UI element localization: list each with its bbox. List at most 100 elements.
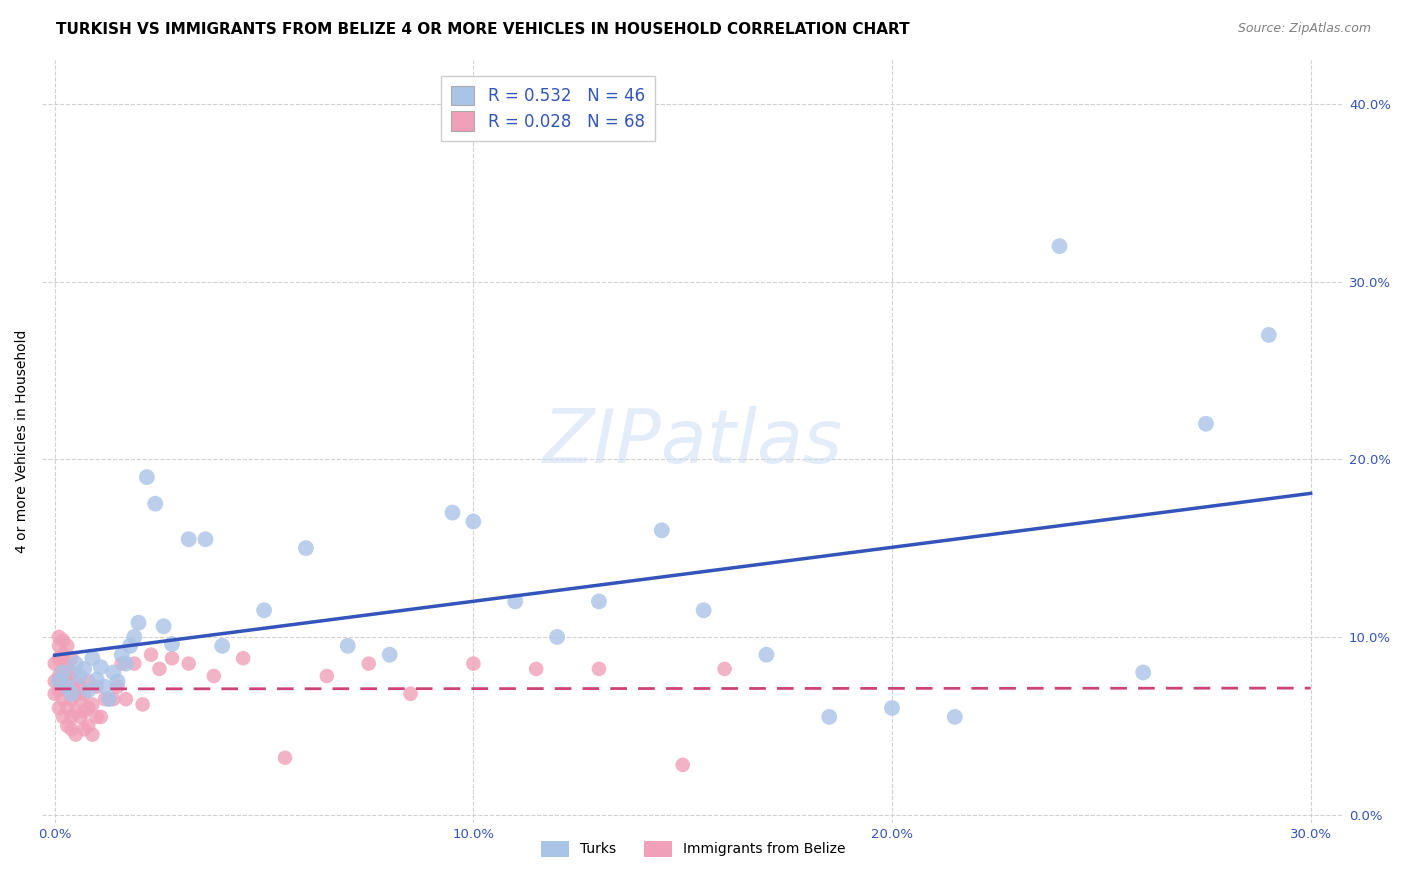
Point xyxy=(69,692,91,706)
Point xyxy=(115,657,138,671)
Point xyxy=(56,701,79,715)
Point xyxy=(177,533,200,547)
Point xyxy=(77,701,100,715)
Point xyxy=(77,719,100,733)
Text: ZIPatlas: ZIPatlas xyxy=(543,406,844,477)
Point xyxy=(56,669,79,683)
Point xyxy=(48,669,70,683)
Point xyxy=(399,687,422,701)
Point xyxy=(65,674,87,689)
Point xyxy=(52,710,75,724)
Point xyxy=(86,710,108,724)
Point xyxy=(124,630,146,644)
Point xyxy=(546,630,568,644)
Point xyxy=(98,692,121,706)
Point xyxy=(463,657,485,671)
Point xyxy=(103,692,125,706)
Point xyxy=(194,533,217,547)
Point xyxy=(73,662,96,676)
Point xyxy=(60,692,83,706)
Point xyxy=(73,687,96,701)
Point xyxy=(94,692,117,706)
Point xyxy=(139,648,162,662)
Point xyxy=(52,665,75,680)
Point xyxy=(94,680,117,694)
Point xyxy=(56,639,79,653)
Text: TURKISH VS IMMIGRANTS FROM BELIZE 4 OR MORE VEHICLES IN HOUSEHOLD CORRELATION CH: TURKISH VS IMMIGRANTS FROM BELIZE 4 OR M… xyxy=(56,22,910,37)
Point xyxy=(69,669,91,683)
Point xyxy=(90,710,112,724)
Point xyxy=(52,648,75,662)
Point xyxy=(441,506,464,520)
Point xyxy=(44,657,66,671)
Point xyxy=(1049,239,1071,253)
Y-axis label: 4 or more Vehicles in Household: 4 or more Vehicles in Household xyxy=(15,330,30,553)
Point xyxy=(135,470,157,484)
Point xyxy=(111,648,134,662)
Point xyxy=(77,683,100,698)
Point xyxy=(152,619,174,633)
Point xyxy=(48,701,70,715)
Point xyxy=(818,710,841,724)
Point xyxy=(56,719,79,733)
Point xyxy=(86,673,108,687)
Point xyxy=(103,665,125,680)
Point xyxy=(755,648,778,662)
Point xyxy=(503,594,526,608)
Point xyxy=(60,665,83,680)
Point xyxy=(52,674,75,689)
Point xyxy=(44,674,66,689)
Point xyxy=(336,639,359,653)
Text: Source: ZipAtlas.com: Source: ZipAtlas.com xyxy=(1237,22,1371,36)
Point xyxy=(315,669,337,683)
Point xyxy=(107,674,129,689)
Point xyxy=(52,692,75,706)
Point xyxy=(73,723,96,737)
Point xyxy=(107,680,129,694)
Point xyxy=(56,683,79,698)
Point xyxy=(65,687,87,701)
Point xyxy=(524,662,547,676)
Point xyxy=(692,603,714,617)
Point xyxy=(232,651,254,665)
Point xyxy=(1132,665,1154,680)
Point xyxy=(120,639,142,653)
Point xyxy=(86,680,108,694)
Point xyxy=(651,524,673,538)
Point xyxy=(148,662,170,676)
Point xyxy=(211,639,233,653)
Point xyxy=(463,515,485,529)
Point xyxy=(295,541,318,555)
Point xyxy=(65,728,87,742)
Point xyxy=(160,651,183,665)
Point xyxy=(111,657,134,671)
Point xyxy=(65,705,87,719)
Point xyxy=(588,594,610,608)
Point xyxy=(48,651,70,665)
Point xyxy=(357,657,380,671)
Point xyxy=(60,680,83,694)
Point xyxy=(60,710,83,724)
Point xyxy=(48,630,70,644)
Point xyxy=(52,662,75,676)
Point xyxy=(82,728,104,742)
Point xyxy=(73,705,96,719)
Point xyxy=(1257,327,1279,342)
Point xyxy=(82,698,104,712)
Point xyxy=(253,603,276,617)
Point xyxy=(44,687,66,701)
Point xyxy=(98,692,121,706)
Point xyxy=(65,657,87,671)
Point xyxy=(77,674,100,689)
Point xyxy=(60,687,83,701)
Point xyxy=(880,701,903,715)
Point xyxy=(160,637,183,651)
Point xyxy=(69,680,91,694)
Point xyxy=(82,651,104,665)
Point xyxy=(60,651,83,665)
Point xyxy=(672,757,695,772)
Point xyxy=(202,669,225,683)
Point xyxy=(69,710,91,724)
Point xyxy=(48,639,70,653)
Point xyxy=(90,660,112,674)
